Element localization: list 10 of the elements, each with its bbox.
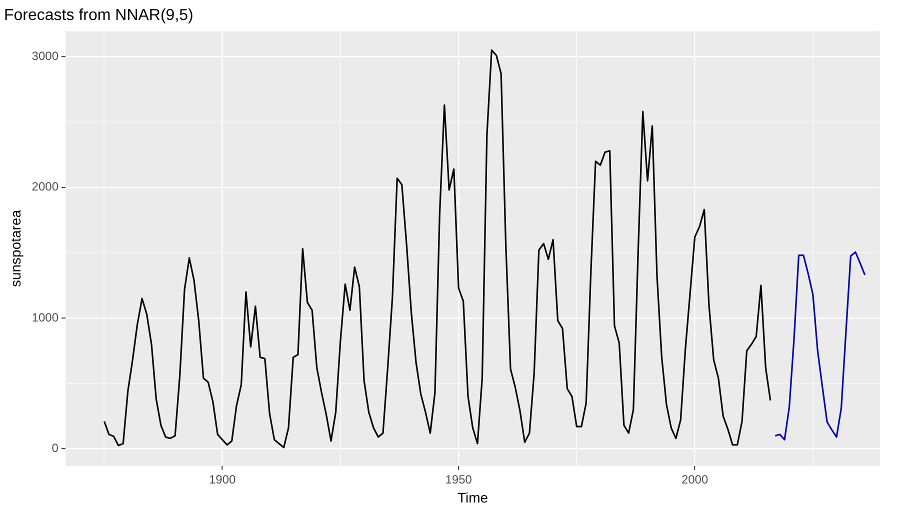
x-axis-title: Time	[457, 489, 488, 506]
y-tick-label: 2000	[32, 180, 59, 194]
chart-title: Forecasts from NNAR(9,5)	[4, 7, 194, 24]
x-tick-label: 2000	[681, 472, 708, 486]
y-tick-label: 1000	[32, 310, 59, 324]
x-tick-label: 1900	[208, 472, 236, 486]
y-axis-title: sunspotarea	[7, 210, 24, 288]
y-tick-label: 3000	[32, 49, 59, 63]
x-tick-label: 1950	[445, 472, 472, 486]
y-tick-label: 0	[52, 441, 59, 456]
